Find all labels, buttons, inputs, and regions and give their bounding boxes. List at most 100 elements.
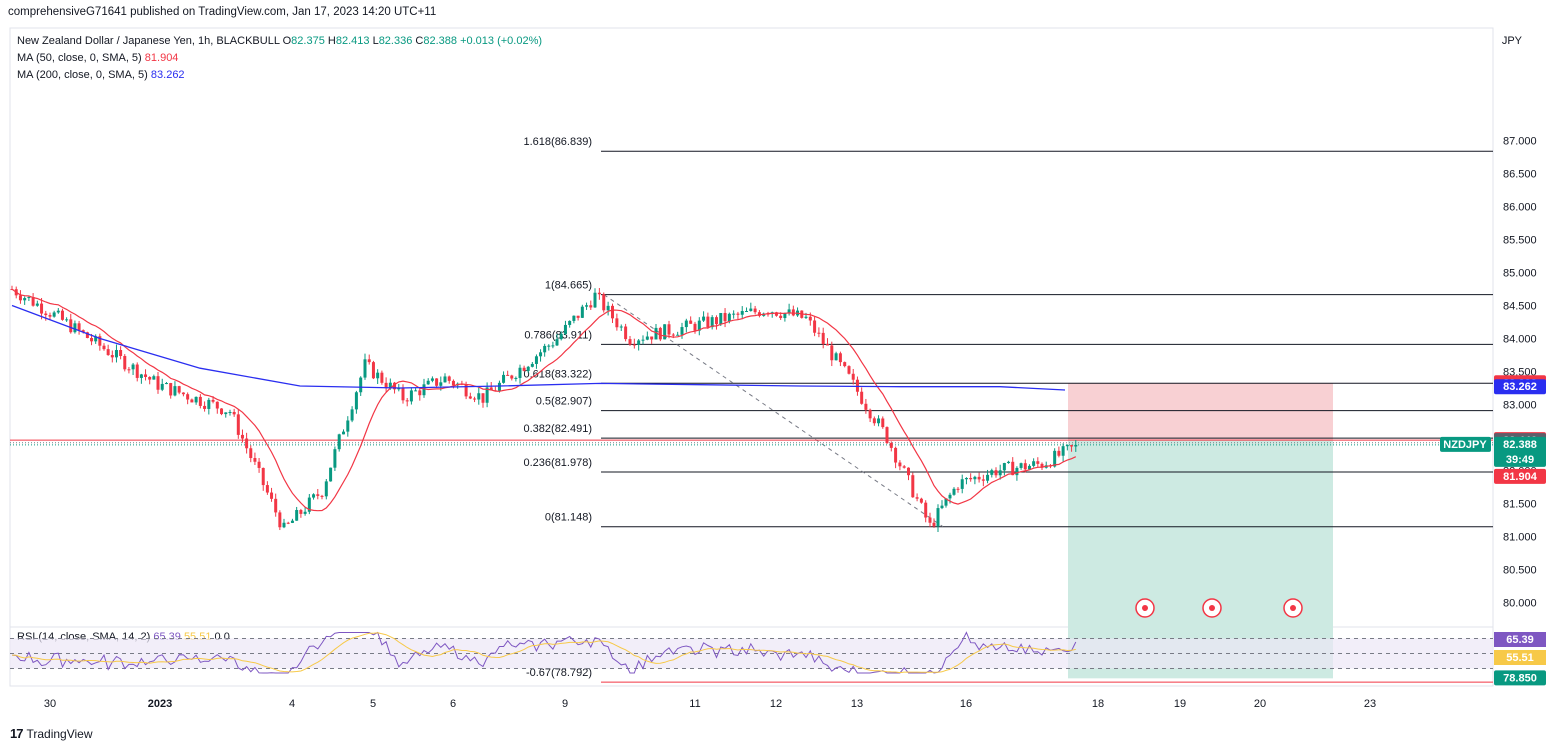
candle-body (164, 383, 168, 385)
time-tick-label: 16 (960, 698, 972, 710)
candle-body (181, 392, 185, 395)
candle-body (18, 295, 22, 301)
candle-body (506, 374, 510, 376)
price-tick-label: 84.000 (1503, 334, 1537, 346)
candle-body (127, 369, 131, 371)
candle-body (1040, 463, 1044, 468)
candle-body (31, 297, 35, 306)
candle-body (249, 448, 253, 459)
economic-event-dot (1142, 605, 1148, 611)
time-tick-label: 4 (289, 698, 295, 710)
candle-body (245, 438, 249, 449)
candle-body (757, 312, 761, 316)
price-tick-label: 81.000 (1503, 531, 1537, 543)
legend-ma200-row: MA (200, close, 0, SMA, 5) 83.262 (17, 69, 185, 81)
candle-body (936, 508, 940, 527)
candle-body (736, 313, 740, 315)
candle-body (534, 356, 538, 364)
candle-body (430, 378, 434, 381)
candle-body (477, 393, 481, 400)
candle-body (367, 359, 371, 363)
symbol-tag-label: NZDJPY (1443, 439, 1487, 451)
price-tag-countdown: 39:49 (1506, 454, 1534, 466)
candle-body (401, 387, 405, 401)
candle-body (376, 372, 380, 379)
candle-body (261, 467, 265, 486)
candle-body (530, 363, 534, 367)
price-tag (1494, 379, 1546, 395)
ohlc-open: 82.375 (291, 35, 325, 47)
candle-body (693, 323, 697, 331)
candle-body (960, 479, 964, 489)
candle-body (851, 373, 855, 380)
candle-body (85, 332, 89, 338)
time-tick-label: 9 (562, 698, 568, 710)
candle-body (860, 391, 864, 404)
candle-body (551, 345, 555, 347)
candle-body (422, 384, 426, 396)
candle-body (316, 494, 320, 496)
fib-level-label: 1(84.665) (545, 280, 592, 292)
candle-body (676, 334, 680, 336)
candle-body (510, 375, 514, 379)
price-tick-label: 83.000 (1503, 400, 1537, 412)
candle-body (224, 412, 228, 415)
fib-level-label: 0(81.148) (545, 512, 592, 524)
candle-body (555, 339, 559, 346)
candle-body (435, 378, 439, 386)
candle-body (585, 305, 589, 307)
candle-body (641, 339, 645, 341)
candle-body (654, 327, 658, 340)
candle-body (346, 420, 350, 432)
candle-body (667, 324, 671, 335)
fib-level-label: 0.382(82.491) (524, 423, 593, 435)
candle-body (98, 336, 102, 346)
candle-body (615, 318, 619, 328)
ohlc-low: 82.336 (378, 35, 413, 47)
candle-body (177, 386, 181, 393)
candle-body (186, 394, 190, 400)
ma200-line (11, 304, 1066, 391)
candle-body (148, 376, 152, 380)
ohlc-close: 82.388 (423, 35, 458, 47)
candle-body (952, 488, 956, 495)
candle-body (405, 400, 409, 402)
candle-body (948, 494, 952, 499)
candle-body (898, 462, 902, 467)
candle-body (645, 336, 649, 340)
price-tick-label: 86.000 (1503, 202, 1537, 214)
candle-body (881, 418, 885, 428)
candle-body (359, 377, 363, 393)
fib-level-label: 0.618(83.322) (524, 368, 593, 380)
time-tick-label: 11 (689, 698, 700, 710)
candle-body (1011, 461, 1015, 476)
candle-body (539, 352, 543, 357)
candle-body (1036, 461, 1040, 464)
candle-body (563, 324, 567, 334)
rsi-pane (10, 631, 1493, 674)
candle-body (44, 313, 48, 316)
candle-body (804, 316, 808, 318)
candle-body (597, 292, 601, 295)
candle-body (650, 336, 654, 340)
candle-body (872, 418, 876, 424)
price-tick-label: 87.000 (1503, 136, 1537, 148)
footer-brand[interactable]: 17 TradingView (10, 726, 93, 741)
candle-body (160, 383, 164, 390)
candle-body (774, 312, 778, 316)
price-tick-label: 81.500 (1503, 498, 1537, 510)
ma200-value: 83.262 (150, 69, 185, 81)
time-axis: 30 2023 4 5 6 9 11 12 13 16 18 19 20 23 (44, 698, 1376, 710)
candle-body (830, 345, 834, 361)
rsi-ma-line (11, 632, 1076, 674)
candle-body (48, 315, 52, 317)
candle-body (702, 316, 706, 321)
candle-body (131, 364, 135, 370)
candle-body (324, 481, 328, 497)
candle-body (354, 392, 358, 410)
candle-body (514, 377, 518, 379)
candle-body (312, 494, 316, 498)
candle-body (589, 305, 593, 308)
candle-body (808, 316, 812, 321)
